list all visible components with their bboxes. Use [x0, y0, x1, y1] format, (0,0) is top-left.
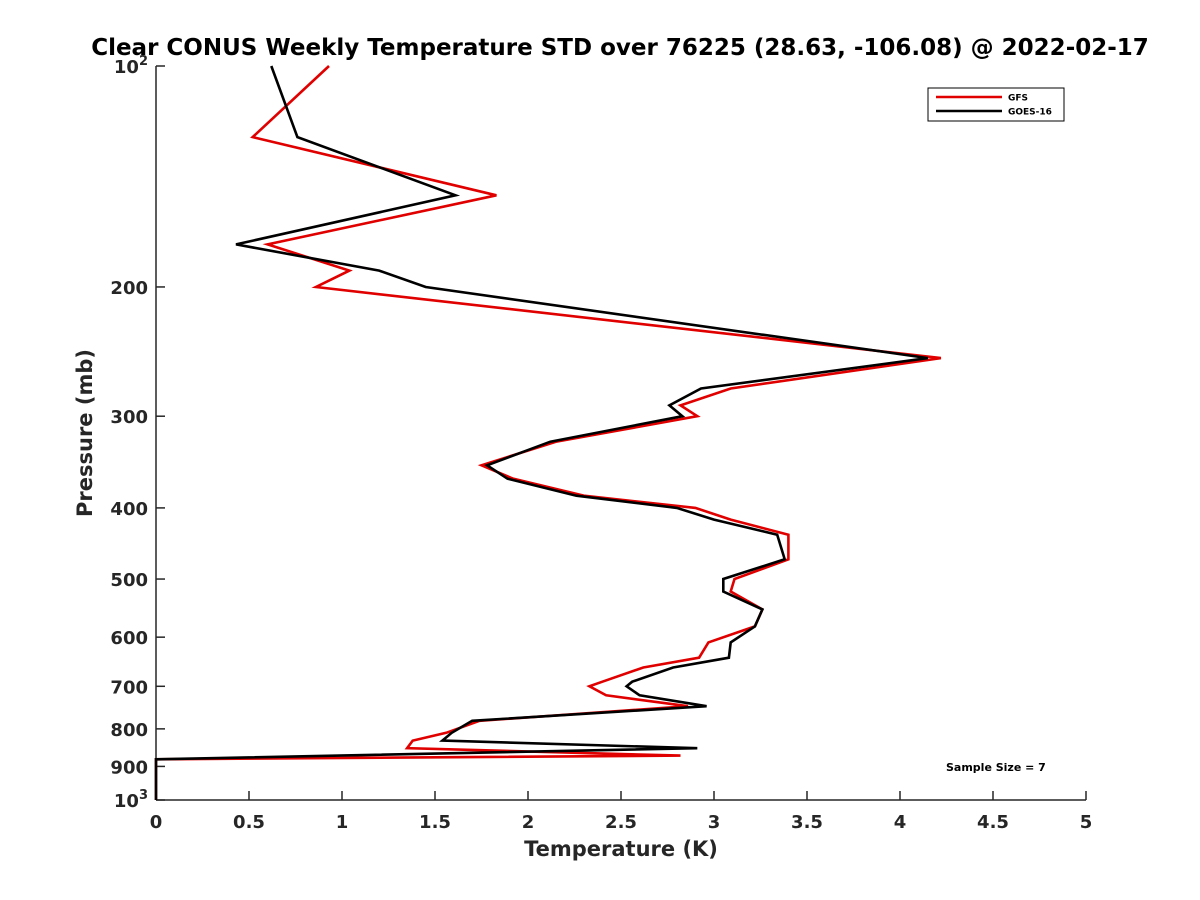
- x-tick-label: 4: [894, 812, 907, 833]
- legend-label-goes16: GOES-16: [1008, 108, 1052, 118]
- x-tick-label: 3: [708, 812, 721, 833]
- y-axis-label: Pressure (mb): [73, 349, 97, 517]
- x-tick-label: 3.5: [791, 812, 823, 833]
- series-layer: [154, 65, 942, 800]
- y-tick-label: 102: [114, 54, 148, 78]
- legend-label-gfs: GFS: [1008, 94, 1028, 104]
- legend-box: [927, 87, 1065, 122]
- y-tick-label: 600: [110, 628, 148, 649]
- x-ticks: 0 0.5 1 1.5 2 2.5 3 3.5 4 4.5 5: [150, 791, 1093, 833]
- y-tick-label: 200: [110, 278, 148, 299]
- y-tick-label: 900: [110, 757, 148, 778]
- x-tick-label: 4.5: [977, 812, 1009, 833]
- x-tick-label: 2: [522, 812, 535, 833]
- y-tick-label: 800: [110, 720, 148, 741]
- y-tick-label: 400: [110, 499, 148, 520]
- x-tick-label: 1.5: [419, 812, 451, 833]
- y-ticks: 102 200 300 400 500 600 700 800 900 103: [110, 54, 165, 812]
- chart-title: Clear CONUS Weekly Temperature STD over …: [91, 35, 1149, 61]
- y-tick-label: 500: [110, 570, 148, 591]
- series-line-gfs: [154, 65, 942, 800]
- y-tick-label: 300: [110, 407, 148, 428]
- series-line-goes16: [154, 65, 929, 800]
- x-tick-label: 0: [150, 812, 163, 833]
- sample-size-annotation: Sample Size = 7: [946, 761, 1046, 774]
- x-tick-label: 5: [1080, 812, 1093, 833]
- y-tick-label: 700: [110, 677, 148, 698]
- y-tick-label: 103: [114, 788, 148, 812]
- x-tick-label: 1: [336, 812, 349, 833]
- x-axis-label: Temperature (K): [524, 837, 718, 861]
- x-tick-label: 2.5: [605, 812, 637, 833]
- plot-area: 0 0.5 1 1.5 2 2.5 3 3.5 4 4.5 5 102 200 300 400 500 600…: [110, 54, 1092, 833]
- legend: GFS GOES-16: [927, 87, 1065, 122]
- x-tick-label: 0.5: [233, 812, 265, 833]
